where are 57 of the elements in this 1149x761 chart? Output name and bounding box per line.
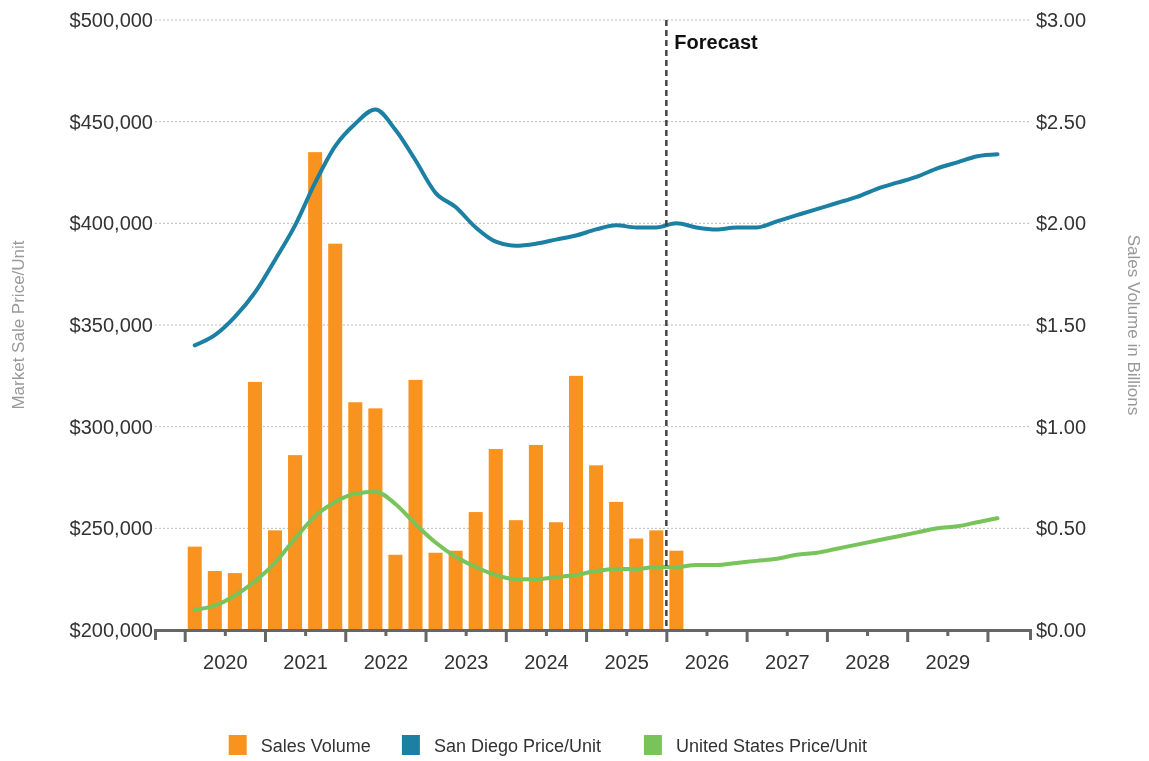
y-tick-label: $400,000 — [69, 212, 153, 235]
bar — [488, 449, 503, 630]
bar — [348, 402, 363, 630]
x-tick-label: 2020 — [203, 651, 248, 673]
bar — [629, 538, 644, 630]
y2-tick-label: $1.00 — [1036, 415, 1087, 438]
bar — [388, 554, 403, 630]
y-tick-label: $350,000 — [69, 314, 153, 336]
bar — [207, 571, 222, 630]
y-tick-label: $500,000 — [69, 9, 153, 31]
x-tick-label: 2022 — [363, 651, 409, 673]
x-tick-label: 2021 — [283, 651, 328, 673]
x-tick-label: 2023 — [443, 651, 489, 673]
bar — [428, 552, 443, 630]
y2-tick-label: $3.00 — [1036, 9, 1087, 31]
legend-label: San Diego Price/Unit — [433, 736, 601, 756]
y2-tick-label: $1.50 — [1036, 314, 1087, 336]
line-series — [192, 107, 1000, 348]
y-tick-label: $300,000 — [69, 415, 153, 438]
y2-tick-label: $2.00 — [1036, 212, 1087, 235]
line-series — [192, 489, 1000, 612]
bar — [328, 243, 343, 630]
bar — [187, 546, 202, 630]
bar — [528, 444, 543, 630]
bar — [609, 501, 624, 630]
y-tick-label: $200,000 — [69, 619, 153, 641]
bar — [468, 512, 483, 630]
y-axis-title: Market Sale Price/Unit — [9, 240, 28, 410]
legend-label: Sales Volume — [260, 736, 371, 756]
x-tick-label: 2029 — [925, 651, 971, 673]
bar — [508, 520, 523, 630]
x-tick-label: 2028 — [845, 651, 890, 673]
bar — [569, 375, 584, 630]
x-tick-label: 2026 — [684, 651, 730, 673]
y-tick-label: $250,000 — [69, 517, 153, 540]
y2-tick-label: $0.50 — [1036, 517, 1087, 540]
bar — [669, 550, 684, 630]
legend-label: United States Price/Unit — [675, 736, 867, 756]
y2-tick-label: $0.00 — [1036, 619, 1087, 641]
x-tick-label: 2027 — [765, 651, 810, 673]
bar — [288, 455, 303, 630]
y-tick-label: $450,000 — [69, 110, 153, 133]
bar — [227, 573, 242, 630]
x-tick-label: 2025 — [604, 651, 649, 673]
bar — [589, 465, 604, 630]
bar — [408, 379, 423, 630]
y2-tick-label: $2.50 — [1036, 110, 1087, 133]
bar — [368, 408, 383, 630]
bar — [267, 530, 283, 630]
bar — [308, 152, 323, 630]
x-tick-label: 2024 — [524, 651, 569, 673]
bar — [548, 522, 563, 630]
bar — [649, 530, 664, 630]
bar — [247, 381, 262, 630]
ref-line-label: Forecast — [674, 31, 759, 53]
y2-axis-title: Sales Volume in Billions — [1124, 234, 1143, 416]
bar — [448, 550, 463, 630]
